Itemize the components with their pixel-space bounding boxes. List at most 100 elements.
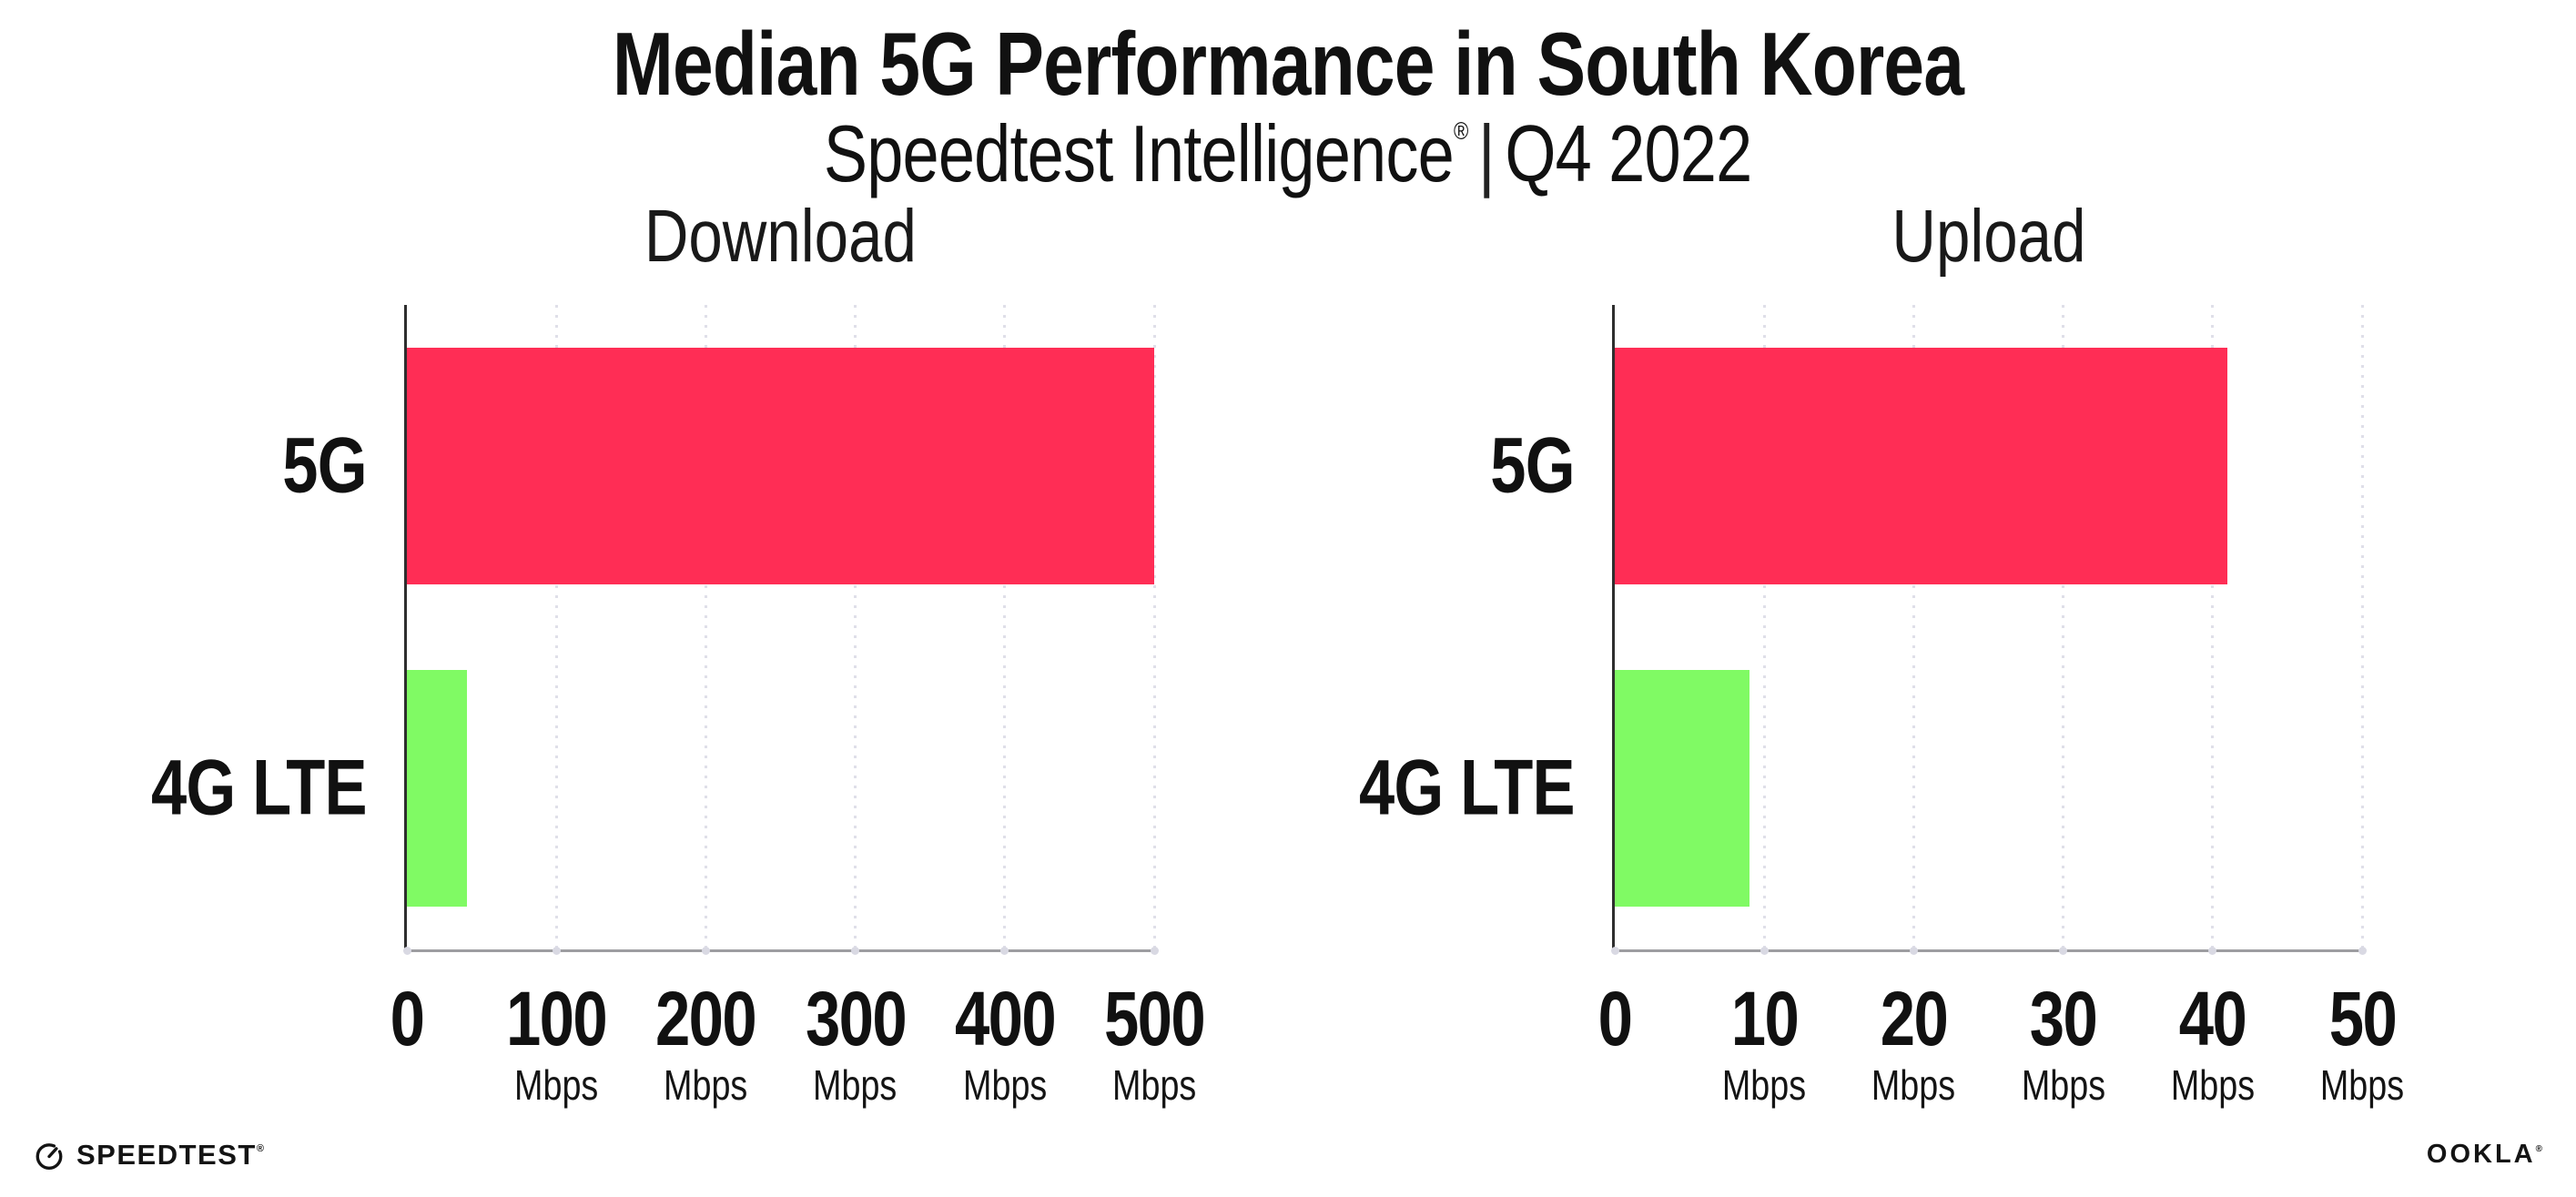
page-title-text: Median 5G Performance in South Korea (612, 14, 1964, 114)
tick-unit: Mbps (795, 1064, 917, 1106)
tick-value: 50 (2328, 976, 2397, 1061)
tick-value: 20 (1880, 976, 1949, 1061)
tick-unit-text: Mbps (1871, 1061, 1956, 1109)
tick-value: 10 (1730, 976, 1800, 1061)
ookla-logo: OOKLA® (2427, 1140, 2545, 1170)
tick-unit: Mbps (2162, 1064, 2264, 1106)
download-chart-title: Download (407, 194, 1154, 279)
upload-chart-title: Upload (1615, 194, 2362, 279)
tick-number: 40 (2162, 980, 2264, 1057)
tick-number: 400 (944, 980, 1066, 1057)
bar-row-4g-lte (407, 627, 1154, 949)
tick-unit-text: Mbps (1722, 1061, 1807, 1109)
tick-unit-text: Mbps (1111, 1061, 1197, 1109)
bar-row-5g (1615, 305, 2362, 627)
upload-chart-plot-area: Upload 5G 4G LTE 0 10 Mbps 20 Mbps 30 Mbps 40 Mb… (1359, 195, 2404, 1106)
x-tick-label-0: 0 (387, 980, 428, 1057)
speedtest-logo: SPEEDTEST® (33, 1139, 265, 1172)
tick-number: 30 (2012, 980, 2114, 1057)
tick-number: 0 (387, 980, 428, 1057)
tick-value: 200 (655, 976, 757, 1061)
axis-tick-mark-30 (2059, 947, 2068, 955)
download-category-label-5g: 5G (3, 421, 368, 512)
upload-chart-title-text: Upload (1891, 195, 2086, 278)
x-tick-label-50: 50 Mbps (2311, 980, 2413, 1106)
tick-number: 10 (1713, 980, 1815, 1057)
tick-unit: Mbps (1093, 1064, 1215, 1106)
download-chart-title-text: Download (644, 195, 918, 278)
tick-value: 500 (1103, 976, 1206, 1061)
axis-tick-mark-200 (701, 947, 710, 955)
gridline-100 (554, 305, 558, 949)
x-tick-label-20: 20 Mbps (1862, 980, 1964, 1106)
speedtest-gauge-icon (35, 1143, 63, 1170)
tick-number: 50 (2311, 980, 2413, 1057)
speedtest-wordmark-text: SPEEDTEST (76, 1139, 257, 1171)
tick-unit-text: Mbps (962, 1061, 1047, 1109)
ookla-wordmark-text: OOKLA (2426, 1140, 2536, 1169)
gridline-30 (2062, 305, 2065, 949)
gridline-20 (1912, 305, 1915, 949)
tick-value: 300 (805, 976, 908, 1061)
axis-tick-mark-50 (2358, 947, 2367, 955)
upload-x-axis-ticks: 0 10 Mbps 20 Mbps 30 Mbps 40 Mbps 50 Mbps (1598, 980, 2404, 1144)
upload-gridlines (1615, 305, 2364, 949)
tick-unit: Mbps (495, 1064, 617, 1106)
tick-unit: Mbps (944, 1064, 1066, 1106)
x-tick-label-30: 30 Mbps (2012, 980, 2114, 1106)
tick-unit: Mbps (1713, 1064, 1815, 1106)
gridline-500 (1152, 305, 1156, 949)
x-tick-label-400: 400 Mbps (944, 980, 1066, 1106)
x-tick-label-0: 0 (1595, 980, 1636, 1057)
tick-value: 0 (1597, 976, 1633, 1061)
gridline-200 (704, 305, 707, 949)
tick-unit-text: Mbps (514, 1061, 599, 1109)
speedtest-wordmark: SPEEDTEST® (76, 1139, 265, 1172)
tick-unit: Mbps (2012, 1064, 2114, 1106)
bar-row-4g-lte (1615, 627, 2362, 949)
axis-tick-mark-10 (1760, 947, 1769, 955)
x-tick-label-40: 40 Mbps (2162, 980, 2264, 1106)
speedtest-registered-mark: ® (256, 1143, 266, 1154)
registered-mark: ® (1454, 117, 1468, 145)
category-label-text: 4G LTE (151, 744, 368, 832)
axis-tick-mark-0 (1610, 947, 1619, 955)
tick-value: 0 (390, 976, 425, 1061)
upload-5g-bar (1615, 347, 2228, 585)
tick-unit-text: Mbps (664, 1061, 748, 1109)
tick-unit-text: Mbps (2319, 1061, 2405, 1109)
tick-number: 200 (644, 980, 766, 1057)
download-4g-lte-bar (407, 669, 467, 908)
page-subtitle: Speedtest Intelligence® | Q4 2022 (0, 107, 2576, 200)
axis-tick-mark-400 (1000, 947, 1009, 955)
tick-unit: Mbps (1862, 1064, 1964, 1106)
upload-category-label-5g: 5G (1211, 421, 1576, 512)
download-category-label-4g-lte: 4G LTE (3, 744, 368, 834)
category-label-text: 5G (282, 421, 368, 510)
tick-number: 20 (1862, 980, 1964, 1057)
download-gridlines (407, 305, 1156, 949)
x-tick-label-300: 300 Mbps (795, 980, 917, 1106)
tick-unit-text: Mbps (2170, 1061, 2255, 1109)
x-tick-label-200: 200 Mbps (644, 980, 766, 1106)
upload-bars (1615, 305, 2362, 949)
gridline-400 (1003, 305, 1007, 949)
gridline-50 (2360, 305, 2364, 949)
subtitle-period: Q4 2022 (1505, 108, 1753, 198)
upload-category-label-4g-lte: 4G LTE (1211, 744, 1576, 834)
tick-number: 300 (795, 980, 917, 1057)
upload-4g-lte-bar (1615, 669, 1749, 908)
x-tick-label-500: 500 Mbps (1093, 980, 1215, 1106)
tick-unit-text: Mbps (2021, 1061, 2105, 1109)
subtitle-separator: | (1478, 108, 1496, 198)
tick-number: 500 (1093, 980, 1215, 1057)
page-title: Median 5G Performance in South Korea (0, 13, 2576, 116)
tick-unit: Mbps (644, 1064, 766, 1106)
axis-tick-mark-300 (851, 947, 860, 955)
bar-row-5g (407, 305, 1154, 627)
tick-number: 0 (1595, 980, 1636, 1057)
tick-value: 400 (954, 976, 1057, 1061)
ookla-registered-mark: ® (2535, 1144, 2545, 1154)
gridline-10 (1762, 305, 1766, 949)
gridline-300 (854, 305, 857, 949)
